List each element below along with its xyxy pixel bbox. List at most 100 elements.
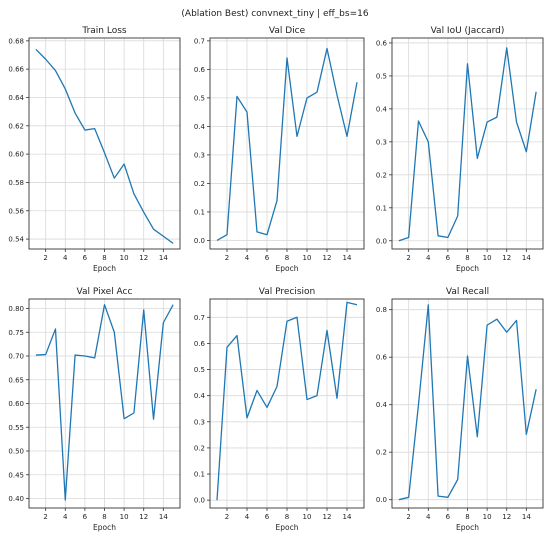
panel-2-xtick-label-1: 4 (245, 254, 250, 262)
panel-2-point-7 (276, 199, 278, 201)
panel-6-point-11 (496, 318, 498, 320)
panel-5-xtick-label-2: 6 (265, 513, 270, 521)
panel-3-point-4 (427, 141, 429, 143)
panel-4-xtick-label-0: 2 (43, 513, 47, 521)
panel-2-xtick-label-5: 12 (323, 254, 332, 262)
panel-1-ytick-label-4: 0.62 (8, 122, 24, 130)
panel-4-xtick-label-2: 6 (83, 513, 88, 521)
panel-4-ytick-label-0: 0.40 (8, 495, 24, 503)
panel-6-point-1 (398, 498, 400, 500)
panel-2-point-5 (256, 231, 258, 233)
panel-6-point-7 (456, 478, 458, 480)
panel-2-point-1 (216, 239, 218, 241)
panel-2-ytick-label-3: 0.3 (194, 151, 205, 159)
panel-3-xtick-label-3: 8 (465, 254, 469, 262)
panel-2-series-line (216, 47, 358, 242)
panel-4-xtick-label-4: 10 (120, 513, 129, 521)
panel-1-ytick-label-5: 0.64 (8, 94, 24, 102)
panel-3-point-14 (525, 151, 527, 153)
panel-6-xtick-label-4: 10 (483, 513, 492, 521)
panel-3-point-2 (407, 236, 409, 238)
panel-6-point-2 (407, 496, 409, 498)
panel-1-point-6 (84, 129, 86, 131)
panel-5-ytick-label-5: 0.5 (194, 366, 205, 374)
panel-2-point-2 (226, 234, 228, 236)
panel-4-point-12 (143, 309, 145, 311)
panel-4-point-10 (123, 418, 125, 420)
panel-6-ytick-label-3: 0.6 (376, 354, 388, 362)
panel-4-ytick-label-1: 0.45 (8, 471, 24, 479)
panel-4-ytick-label-7: 0.75 (8, 329, 24, 337)
panel-5-point-6 (266, 406, 268, 408)
panel-2-ytick-label-7: 0.7 (194, 37, 205, 45)
panel-5-ytick-label-7: 0.7 (194, 314, 205, 322)
panel-5-point-14 (346, 301, 348, 303)
panel-1-point-8 (103, 152, 105, 154)
panel-5-ytick-label-0: 0.0 (194, 497, 205, 505)
figure-suptitle: (Ablation Best) convnext_tiny | eff_bs=1… (181, 9, 368, 19)
panel-2-ytick-label-0: 0.0 (194, 237, 205, 245)
panel-3-point-10 (486, 121, 488, 123)
panel-6-point-12 (506, 331, 508, 333)
panel-3-xtick-label-4: 10 (483, 254, 492, 262)
panel-2-point-12 (326, 47, 328, 49)
panel-3-point-5 (437, 235, 439, 237)
panel-6-xtick-label-3: 8 (465, 513, 469, 521)
panel-4-ytick-label-2: 0.50 (8, 448, 24, 456)
panel-3-xtick-label-1: 4 (426, 254, 431, 262)
panel-3-xtick-label-0: 2 (406, 254, 410, 262)
panel-1-point-11 (133, 193, 135, 195)
panel-6-point-6 (447, 496, 449, 498)
panel-6-ytick-label-0: 0.0 (376, 496, 387, 504)
panel-2-point-13 (336, 94, 338, 96)
panel-3-xtick-label-6: 14 (522, 254, 531, 262)
panel-5-xlabel: Epoch (276, 523, 299, 532)
panel-2-ytick-label-1: 0.1 (194, 208, 205, 216)
panel-4-ytick-label-5: 0.65 (8, 376, 24, 384)
panel-6-ytick-label-4: 0.8 (376, 306, 387, 314)
panel-4-ytick-label-3: 0.55 (8, 424, 24, 432)
panel-2-point-15 (356, 81, 358, 83)
panel-4-ytick-label-4: 0.60 (8, 400, 24, 408)
panel-1: 2 4 6 8 10 12 14 0.54 0.56 0.58 0.60 0.62 0.64 0.66 0.… (8, 26, 181, 273)
panel-5-point-9 (296, 316, 298, 318)
panel-5-ytick-label-4: 0.4 (194, 392, 206, 400)
panel-1-point-5 (74, 112, 76, 114)
panel-2-point-11 (316, 91, 318, 93)
panel-3-point-6 (447, 236, 449, 238)
panel-4-ytick-label-6: 0.70 (8, 353, 24, 361)
panel-1-point-13 (152, 228, 154, 230)
panel-4: 2 4 6 8 10 12 14 0.40 0.45 0.50 0.55 0.60 0.65 0.70 0.… (8, 287, 181, 532)
panel-6-title: Val Recall (446, 287, 489, 297)
panel-2-xtick-label-6: 14 (343, 254, 352, 262)
panel-5-point-1 (216, 499, 218, 501)
panel-6-xtick-label-2: 6 (446, 513, 451, 521)
panel-1-ytick-label-6: 0.66 (8, 66, 24, 74)
panel-2-point-6 (266, 234, 268, 236)
panel-2-ytick-label-6: 0.6 (194, 66, 206, 74)
panel-3-point-9 (476, 157, 478, 159)
panel-4-xtick-label-3: 8 (102, 513, 106, 521)
panel-5-point-8 (286, 320, 288, 322)
panel-5-point-2 (226, 346, 228, 348)
panel-1-xtick-label-3: 8 (102, 254, 106, 262)
panel-3-ytick-label-3: 0.3 (376, 138, 387, 146)
panel-5-point-4 (246, 417, 248, 419)
panel-5-point-5 (256, 389, 258, 391)
panel-1-point-1 (35, 48, 37, 50)
panel-1-point-14 (162, 235, 164, 237)
panel-3-series-line (398, 47, 537, 242)
panel-3-ytick-label-1: 0.1 (376, 204, 387, 212)
panel-1-point-9 (113, 177, 115, 179)
panel-6-point-10 (486, 324, 488, 326)
panel-4-point-13 (152, 418, 154, 420)
panel-1-point-7 (93, 127, 95, 129)
panel-3-point-7 (456, 215, 458, 217)
panel-4-point-3 (54, 328, 56, 330)
panel-2: 2 4 6 8 10 12 14 0.0 0.1 0.2 0.3 0.4 0.5 0.6 0.7 Val Di… (194, 26, 365, 273)
panel-1-ytick-label-0: 0.54 (8, 236, 24, 244)
panel-4-point-8 (103, 304, 105, 306)
panel-2-ytick-label-4: 0.4 (194, 123, 206, 131)
panel-2-point-14 (346, 135, 348, 137)
panel-4-series-line (35, 304, 174, 501)
